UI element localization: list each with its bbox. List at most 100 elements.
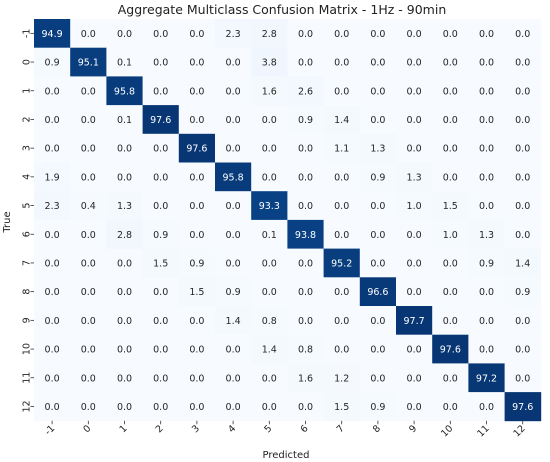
y-tick-label: 9 xyxy=(21,317,32,323)
heatmap-cell xyxy=(106,334,143,364)
cell-value-label: 0.0 xyxy=(117,345,132,356)
cell-value-label: 97.6 xyxy=(512,402,533,413)
cell-value-label: 0.0 xyxy=(407,86,422,97)
heatmap-cell xyxy=(396,105,433,135)
cell-value-label: 0.9 xyxy=(153,230,168,241)
cell-value-label: 0.0 xyxy=(153,316,168,327)
cell-value-label: 0.0 xyxy=(443,172,458,183)
x-tick-label: -1 xyxy=(43,423,57,437)
heatmap-cell xyxy=(251,76,288,106)
cell-value-label: 0.0 xyxy=(515,144,530,155)
cell-value-label: 0.0 xyxy=(117,402,132,413)
heatmap-cell xyxy=(106,277,143,307)
cell-value-label: 0.0 xyxy=(226,144,241,155)
cell-value-label: 0.0 xyxy=(298,258,313,269)
cell-value-label: 1.5 xyxy=(334,402,349,413)
heatmap-cell xyxy=(106,133,143,163)
cell-value-label: 0.0 xyxy=(262,402,277,413)
heatmap-cell xyxy=(106,76,143,106)
cell-value-label: 0.0 xyxy=(117,29,132,40)
heatmap-cell xyxy=(178,76,216,106)
cell-value-label: 0.0 xyxy=(153,144,168,155)
cell-value-label: 0.0 xyxy=(117,316,132,327)
heatmap-cell xyxy=(251,162,288,192)
cell-value-label: 0.0 xyxy=(226,258,241,269)
heatmap-cell xyxy=(468,191,505,221)
cell-value-label: 0.0 xyxy=(443,402,458,413)
heatmap-cell xyxy=(215,219,252,249)
heatmap-cell xyxy=(287,334,324,364)
heatmap-cell xyxy=(359,47,397,77)
x-tick-label: 5 xyxy=(262,423,274,435)
cell-value-label: 0.0 xyxy=(45,230,60,241)
heatmap-cell xyxy=(287,105,324,135)
cell-value-label: 0.0 xyxy=(45,86,60,97)
cell-value-label: 0.0 xyxy=(45,345,60,356)
cell-value-label: 0.0 xyxy=(262,258,277,269)
heatmap-cell xyxy=(359,306,397,336)
cell-value-label: 0.0 xyxy=(81,172,96,183)
heatmap-cell xyxy=(432,191,469,221)
cell-value-label: 0.0 xyxy=(334,201,349,212)
heatmap-cell xyxy=(106,219,143,249)
cell-value-label: 0.1 xyxy=(262,230,277,241)
cell-value-label: 2.8 xyxy=(262,29,277,40)
heatmap-cell xyxy=(106,392,143,422)
heatmap-cell xyxy=(396,306,433,336)
heatmap-cell xyxy=(323,363,361,393)
heatmap-cell xyxy=(359,19,397,49)
cell-value-label: 0.0 xyxy=(407,345,422,356)
cell-value-label: 0.0 xyxy=(189,29,204,40)
heatmap-cell xyxy=(468,363,505,393)
y-tick-label: 7 xyxy=(21,260,32,266)
cell-value-label: 0.0 xyxy=(479,316,494,327)
heatmap-cell xyxy=(504,306,542,336)
cell-value-label: 0.0 xyxy=(443,258,458,269)
cell-value-label: 0.0 xyxy=(443,373,458,384)
cell-value-label: 0.0 xyxy=(515,29,530,40)
cell-value-label: 0.0 xyxy=(515,115,530,126)
heatmap-cell xyxy=(215,392,252,422)
cell-value-label: 0.9 xyxy=(479,258,494,269)
y-axis-label: True xyxy=(2,211,13,233)
heatmap-cell xyxy=(142,392,180,422)
heatmap-cell xyxy=(504,363,542,393)
cell-value-label: 1.3 xyxy=(407,172,422,183)
cell-value-label: 0.0 xyxy=(226,230,241,241)
cell-value-label: 0.0 xyxy=(515,58,530,69)
heatmap-cell xyxy=(251,191,288,221)
cell-value-label: 0.0 xyxy=(407,402,422,413)
heatmap-cell xyxy=(142,363,180,393)
heatmap-cell xyxy=(359,219,397,249)
cell-value-label: 0.0 xyxy=(334,230,349,241)
heatmap-cell xyxy=(142,219,180,249)
heatmap-cell xyxy=(432,105,469,135)
heatmap-cell xyxy=(142,334,180,364)
heatmap-cell xyxy=(142,47,180,77)
cell-value-label: 1.4 xyxy=(226,316,241,327)
heatmap-cell xyxy=(251,19,288,49)
x-tick-label: 2 xyxy=(154,423,166,435)
y-tick-label: 6 xyxy=(21,231,32,237)
cell-value-label: 96.6 xyxy=(367,287,388,298)
heatmap-cell xyxy=(70,392,107,422)
cell-value-label: 1.5 xyxy=(443,201,458,212)
heatmap-cell xyxy=(215,334,252,364)
cell-value-label: 0.0 xyxy=(443,29,458,40)
cell-value-label: 0.0 xyxy=(226,402,241,413)
cell-value-label: 0.0 xyxy=(153,201,168,212)
heatmap-cell xyxy=(70,76,107,106)
heatmap-cell xyxy=(251,277,288,307)
cell-value-label: 0.0 xyxy=(81,29,96,40)
x-tick-label: 4 xyxy=(226,423,238,435)
cell-value-label: 0.0 xyxy=(81,373,96,384)
heatmap-cell xyxy=(178,277,216,307)
heatmap-cell xyxy=(34,162,71,192)
heatmap-cell xyxy=(34,306,71,336)
cell-value-label: 0.0 xyxy=(407,144,422,155)
y-tick-label: 5 xyxy=(21,203,32,209)
heatmap-cell xyxy=(504,19,542,49)
heatmap-cell xyxy=(251,334,288,364)
